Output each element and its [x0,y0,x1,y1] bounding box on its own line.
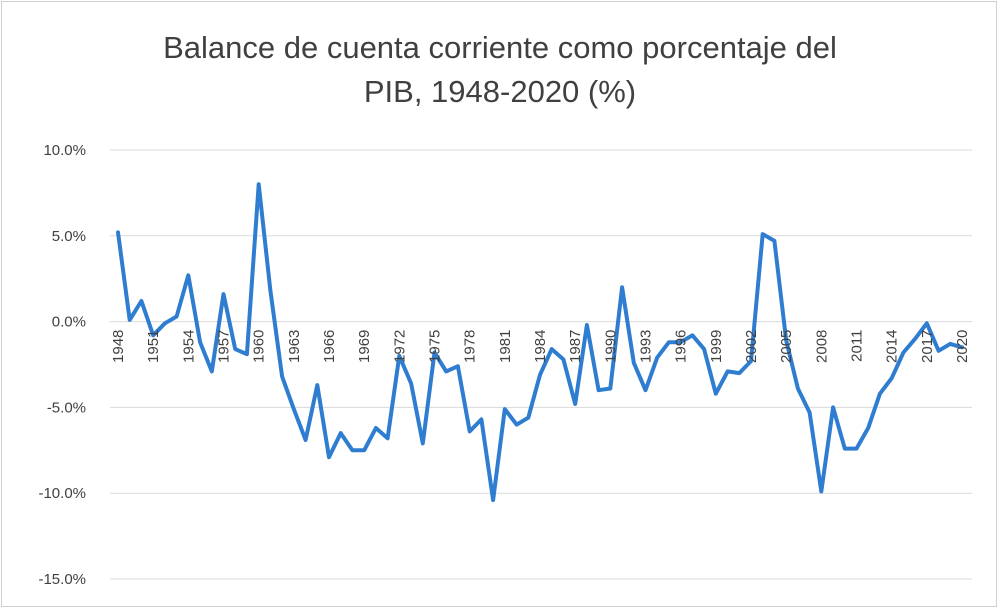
x-tick-label: 2014 [884,330,901,363]
x-tick-label: 1999 [708,330,725,363]
y-tick-label: 0.0% [52,314,86,331]
chart-title-line-2: PIB, 1948-2020 (%) [363,74,637,109]
x-tick-label: 2020 [954,330,971,363]
chart-title-line-1: Balance de cuenta corriente como porcent… [163,30,837,65]
x-tick-label: 2008 [813,330,830,363]
x-tick-label: 1975 [427,330,444,363]
x-tick-label: 1957 [216,330,233,363]
x-tick-label: 1969 [356,330,373,363]
x-tick-label: 1963 [286,330,303,363]
x-tick-label: 2017 [919,330,936,363]
y-tick-label: -15.0% [38,571,86,588]
x-tick-label: 1951 [145,330,162,363]
x-tick-label: 1987 [567,330,584,363]
x-tick-label: 1996 [673,330,690,363]
x-tick-label: 1990 [602,330,619,363]
series-line [116,182,964,503]
y-tick-label: -10.0% [38,485,86,502]
x-tick-label: 2005 [778,330,795,363]
x-tick-label: 1984 [532,330,549,363]
x-tick-label: 1978 [462,330,479,363]
x-tick-label: 1954 [180,330,197,363]
y-tick-label: 5.0% [52,228,86,245]
x-tick-label: 2011 [849,330,866,362]
y-tick-label: -5.0% [47,399,86,416]
x-tick-label: 2002 [743,330,760,363]
x-tick-label: 1960 [251,330,268,363]
x-tick-label: 1993 [638,330,655,363]
x-tick-label: 1972 [391,330,408,363]
x-tick-label: 1966 [321,330,338,363]
y-tick-label: 10.0% [43,142,86,159]
x-tick-label: 1948 [110,330,127,363]
x-tick-label: 1981 [497,330,514,363]
chart-title: Balance de cuenta corriente como porcent… [2,26,998,114]
